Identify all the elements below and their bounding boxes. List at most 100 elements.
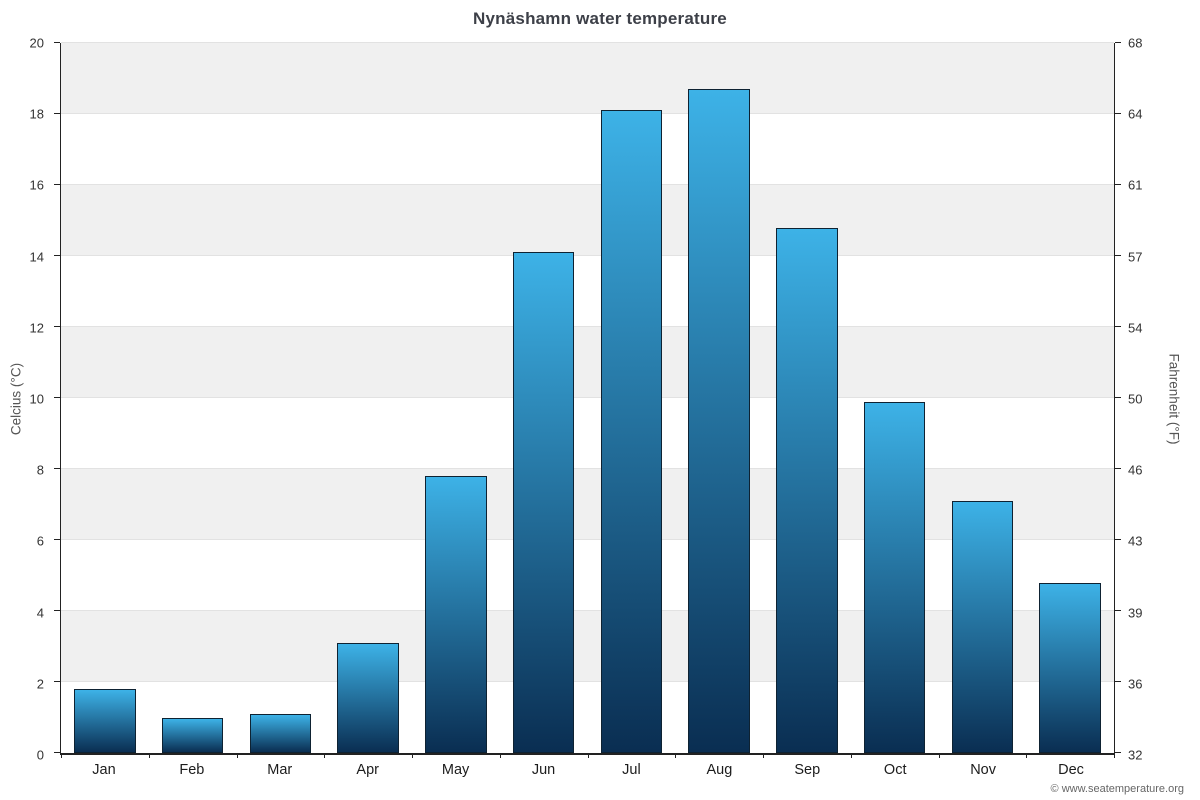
x-axis-tick <box>1114 753 1115 758</box>
plot-band <box>61 682 1114 753</box>
y-tick-label-celsius: 20 <box>29 35 44 51</box>
y-axis-tick-left <box>54 468 60 469</box>
copyright: © www.seatemperature.org <box>1050 783 1184 795</box>
bar-may <box>425 476 487 753</box>
x-axis-tick <box>412 753 413 758</box>
x-tick-label: Jul <box>622 762 641 778</box>
bar-mar <box>249 713 312 753</box>
gridline <box>61 681 1114 682</box>
y-axis-tick-right <box>1115 255 1121 256</box>
y-axis-labels-fahrenheit: 32 36 39 43 46 50 54 57 61 64 68 <box>1122 37 1172 762</box>
y-tick-label-fahrenheit: 57 <box>1128 249 1143 265</box>
x-axis-tick <box>938 753 940 758</box>
gridline <box>61 468 1114 469</box>
y-tick-label-fahrenheit: 36 <box>1128 676 1143 692</box>
y-axis-tick-right <box>1115 752 1121 753</box>
y-axis-tick-right <box>1115 397 1121 398</box>
gridline <box>61 42 1114 43</box>
y-axis-tick-left <box>54 681 60 682</box>
y-axis-tick-right <box>1115 42 1121 43</box>
plot-band <box>61 185 1114 256</box>
x-axis-tick <box>148 753 150 758</box>
bar-aug <box>688 89 750 753</box>
y-axis-tick-right <box>1115 539 1121 540</box>
x-tick-label: Mar <box>267 762 293 778</box>
y-tick-label-celsius: 16 <box>29 177 44 193</box>
x-tick-label: Dec <box>1058 762 1084 778</box>
y-tick-label-celsius: 14 <box>29 249 44 265</box>
y-axis-tick-left <box>54 610 60 611</box>
y-axis-tick-right <box>1115 113 1121 114</box>
plot-band <box>61 256 1114 327</box>
plot-band <box>61 43 1114 114</box>
y-tick-label-fahrenheit: 68 <box>1128 35 1143 51</box>
y-axis-tick-left <box>54 255 60 256</box>
y-axis-tick-left <box>54 539 60 540</box>
gridline <box>61 113 1114 114</box>
y-tick-label-fahrenheit: 50 <box>1128 391 1143 407</box>
y-tick-label-celsius: 2 <box>36 676 44 692</box>
bar-jan <box>74 689 136 753</box>
x-tick-label: Apr <box>356 762 379 778</box>
y-axis-tick-right <box>1115 468 1121 469</box>
plot-band <box>61 114 1114 185</box>
bar-nov <box>951 500 1014 753</box>
bar-jul <box>600 110 663 753</box>
plot-band <box>61 398 1114 469</box>
x-tick-label: May <box>441 762 470 778</box>
y-tick-label-fahrenheit: 32 <box>1128 747 1143 763</box>
y-tick-label-celsius: 6 <box>36 533 44 549</box>
y-tick-label-celsius: 18 <box>29 106 44 122</box>
gridline <box>61 397 1114 398</box>
bar-sep <box>776 227 838 753</box>
x-axis-tick <box>324 753 326 758</box>
x-tick-label: Jun <box>531 762 556 778</box>
x-axis-labels: Jan Feb Mar Apr May Jun Jul Aug Sep Oct Nov Dec <box>60 762 1115 786</box>
y-tick-label-celsius: 10 <box>29 391 44 407</box>
y-axis-labels-celsius: 0 2 4 6 8 10 12 14 16 18 20 <box>0 37 52 762</box>
x-tick-label: Oct <box>883 762 907 778</box>
y-tick-label-celsius: 4 <box>36 605 44 621</box>
bar-apr <box>337 642 399 753</box>
y-tick-label-fahrenheit: 64 <box>1128 106 1143 122</box>
x-axis-tick <box>587 753 589 758</box>
y-tick-label-fahrenheit: 54 <box>1128 320 1143 336</box>
gridline <box>61 610 1114 611</box>
y-axis-tick-left <box>54 397 60 398</box>
plot-band <box>61 327 1114 398</box>
gridline <box>61 184 1114 185</box>
y-axis-tick-left <box>54 752 60 753</box>
gridline <box>61 539 1114 540</box>
y-tick-label-fahrenheit: 61 <box>1128 177 1143 193</box>
y-axis-tick-left <box>54 184 60 185</box>
plot-band <box>61 540 1114 611</box>
plot-band <box>61 469 1114 540</box>
plot-area <box>54 42 1121 758</box>
x-tick-label: Sep <box>794 762 821 778</box>
y-tick-label-celsius: 0 <box>36 747 44 763</box>
x-tick-label: Jan <box>92 762 116 778</box>
x-tick-label: Nov <box>970 762 996 778</box>
x-axis-tick <box>499 753 501 758</box>
bar-oct <box>863 401 926 753</box>
bar-dec <box>1039 582 1101 753</box>
x-tick-label: Feb <box>179 762 205 778</box>
y-axis-tick-left <box>54 326 60 327</box>
gridline <box>61 326 1114 327</box>
x-axis-tick <box>61 753 62 758</box>
y-axis-tick-right <box>1115 184 1121 185</box>
x-tick-label: Aug <box>706 762 733 778</box>
plot-band <box>61 611 1114 682</box>
x-axis-tick <box>850 753 852 758</box>
x-axis-tick <box>763 753 764 758</box>
y-axis-tick-right <box>1115 326 1121 327</box>
bar-jun <box>512 252 575 753</box>
y-tick-label-celsius: 12 <box>29 320 44 336</box>
y-axis-tick-left <box>54 42 60 43</box>
chart-title: Nynäshamn water temperature <box>473 9 727 28</box>
x-axis-tick <box>1026 753 1028 758</box>
y-tick-label-celsius: 8 <box>36 462 44 478</box>
y-axis-tick-right <box>1115 681 1121 682</box>
x-axis-tick <box>675 753 677 758</box>
